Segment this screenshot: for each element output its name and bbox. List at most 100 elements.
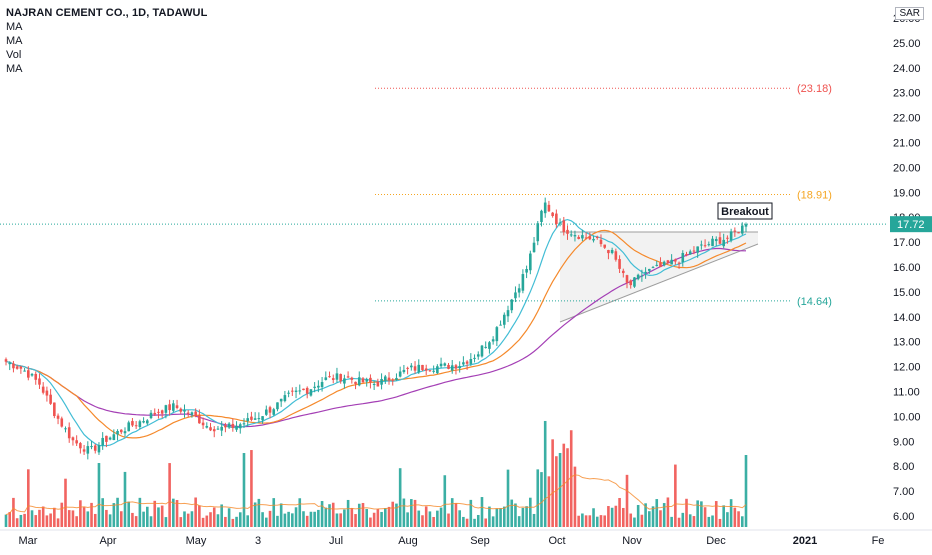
volume-bar — [454, 503, 458, 527]
candle-body — [138, 421, 142, 427]
ma-slow-line — [5, 247, 746, 428]
volume-bar — [142, 511, 145, 527]
volume-bar — [216, 514, 220, 527]
candle-body — [253, 418, 257, 420]
volume-bar — [566, 448, 569, 527]
volume-bar — [547, 476, 551, 527]
volume-bar — [261, 512, 264, 527]
volume-bar — [97, 463, 101, 527]
volume-bar — [250, 450, 253, 527]
volume-bar — [521, 507, 525, 527]
candle-body — [53, 402, 56, 417]
candle-body — [257, 418, 261, 420]
candle-body — [343, 378, 346, 384]
candle-body — [283, 395, 287, 402]
volume-bar — [595, 516, 599, 527]
candle-body — [733, 230, 737, 232]
candle-body — [149, 412, 153, 419]
volume-bar — [294, 507, 298, 527]
volume-bar — [186, 513, 190, 527]
candle-body — [529, 253, 532, 271]
volume-bar — [476, 514, 480, 527]
volume-bar — [410, 499, 413, 527]
volume-bar — [569, 430, 573, 527]
volume-bar — [331, 502, 335, 527]
volume-bar — [447, 513, 450, 527]
candle-body — [674, 259, 677, 262]
volume-bar — [257, 498, 261, 527]
candle-body — [614, 251, 618, 260]
volume-bar — [662, 503, 666, 527]
candle-body — [380, 378, 383, 385]
volume-bar — [265, 517, 268, 527]
candle-body — [216, 428, 220, 430]
volume-bar — [227, 508, 231, 527]
volume-bar — [421, 515, 424, 527]
volume-bar — [153, 500, 157, 527]
candle-body — [4, 359, 8, 362]
candle-body — [90, 446, 93, 448]
candle-body — [510, 299, 514, 311]
candle-body — [313, 386, 316, 388]
legend-ma-1: MA — [6, 21, 23, 33]
candle-body — [350, 377, 354, 380]
volume-bar — [387, 506, 391, 527]
volume-bar — [688, 514, 692, 527]
volume-bar — [744, 455, 748, 527]
candle-body — [525, 269, 528, 273]
volume-bar — [603, 515, 606, 527]
volume-bar — [525, 506, 528, 527]
volume-bar — [629, 513, 633, 527]
y-tick-label: 15.00 — [893, 287, 921, 299]
candle-body — [729, 231, 733, 241]
volume-bar — [529, 497, 532, 527]
volume-bar — [361, 502, 365, 527]
volume-bar — [670, 516, 673, 527]
candle-body — [454, 365, 458, 369]
volume-bar — [328, 504, 331, 527]
y-tick-label: 25.00 — [893, 38, 921, 50]
x-tick-label: May — [186, 535, 207, 547]
candle-body — [160, 410, 164, 414]
candle-body — [242, 423, 246, 425]
breakout-annotation-label: Breakout — [721, 206, 769, 218]
volume-bar — [313, 511, 316, 527]
volume-bar — [49, 513, 52, 527]
legend-ma-2: MA — [6, 35, 23, 47]
candle-body — [205, 426, 209, 428]
candle-body — [581, 235, 584, 239]
candle-body — [662, 261, 666, 266]
candle-body — [506, 310, 510, 317]
volume-bar — [424, 506, 428, 527]
volume-bar — [428, 511, 432, 527]
candle-body — [469, 359, 473, 364]
candle-body — [737, 232, 740, 234]
currency-badge[interactable]: SAR — [895, 7, 924, 20]
candle-body — [540, 210, 543, 223]
candle-body — [93, 445, 97, 451]
candle-body — [265, 409, 268, 415]
volume-bar — [577, 515, 580, 527]
volume-bar — [238, 512, 242, 527]
candle-body — [369, 377, 372, 383]
volume-bar — [357, 503, 361, 527]
volume-bar — [607, 506, 610, 527]
volume-bar — [506, 469, 510, 527]
volume-bar — [138, 497, 142, 527]
volume-bar — [86, 511, 90, 527]
candle-body — [309, 389, 313, 396]
candle-body — [27, 370, 30, 378]
volume-bar — [465, 518, 469, 527]
volume-bar — [532, 513, 536, 527]
candle-body — [97, 445, 101, 453]
candle-body — [238, 424, 242, 429]
candle-body — [521, 274, 525, 291]
candle-body — [648, 268, 651, 271]
candle-body — [67, 427, 71, 439]
y-tick-label: 23.00 — [893, 88, 921, 100]
volume-bar — [172, 498, 175, 527]
x-tick-label: Oct — [548, 535, 565, 547]
volume-bar — [588, 515, 592, 527]
candle-body — [696, 246, 699, 253]
candle-body — [558, 222, 562, 224]
